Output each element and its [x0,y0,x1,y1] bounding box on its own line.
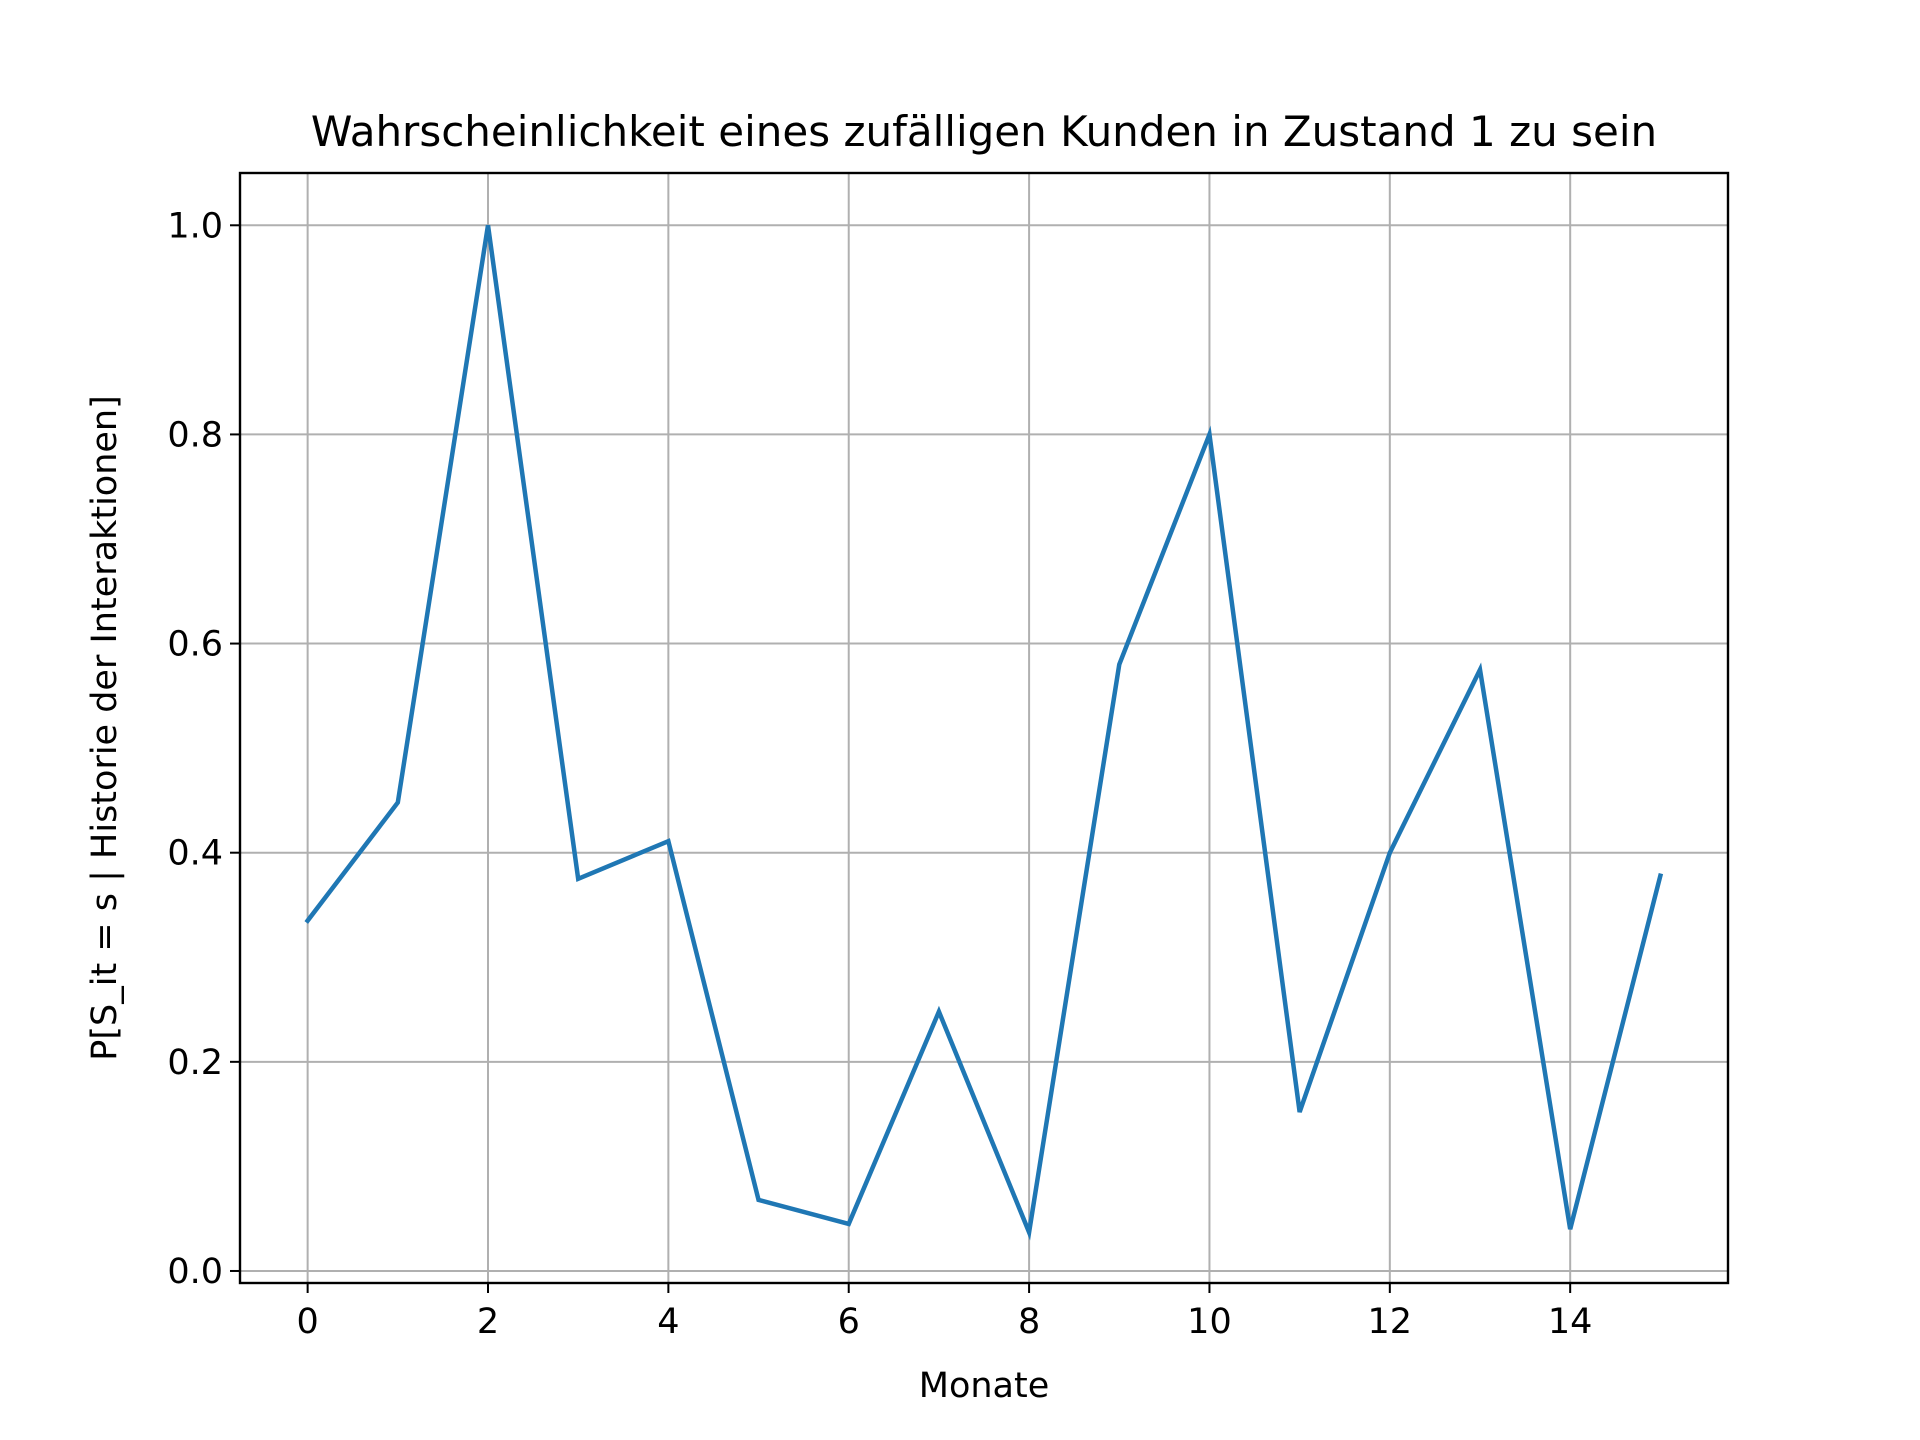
y-tick-label: 0.8 [167,415,223,455]
x-tick-label: 12 [1368,1302,1413,1342]
x-tick-label: 8 [1018,1302,1040,1342]
x-tick-label: 14 [1548,1302,1593,1342]
chart-title: Wahrscheinlichkeit eines zufälligen Kund… [311,107,1657,156]
y-tick-label: 0.0 [167,1252,223,1292]
y-tick-label: 0.2 [167,1043,223,1083]
x-axis-title: Monate [919,1366,1050,1406]
x-tick-label: 4 [657,1302,679,1342]
y-tick-label: 0.6 [167,625,223,665]
plot-frame [238,171,1730,1285]
axis-ticks: 0 2 4 6 8 10 12 14 0.0 0.2 0.4 0.6 0.8 1.0 [167,206,1592,1342]
y-tick-label: 1.0 [167,206,223,246]
x-tick-label: 6 [838,1302,860,1342]
y-axis-title: P[S_it = s | Historie der Interaktionen] [85,395,125,1061]
x-tick-label: 10 [1187,1302,1232,1342]
grid-lines [240,173,1728,1283]
series-layer [304,224,1664,1241]
y-tick-label: 0.4 [167,834,223,874]
x-tick-label: 0 [296,1302,318,1342]
series-line [304,224,1664,1241]
x-tick-label: 2 [477,1302,499,1342]
